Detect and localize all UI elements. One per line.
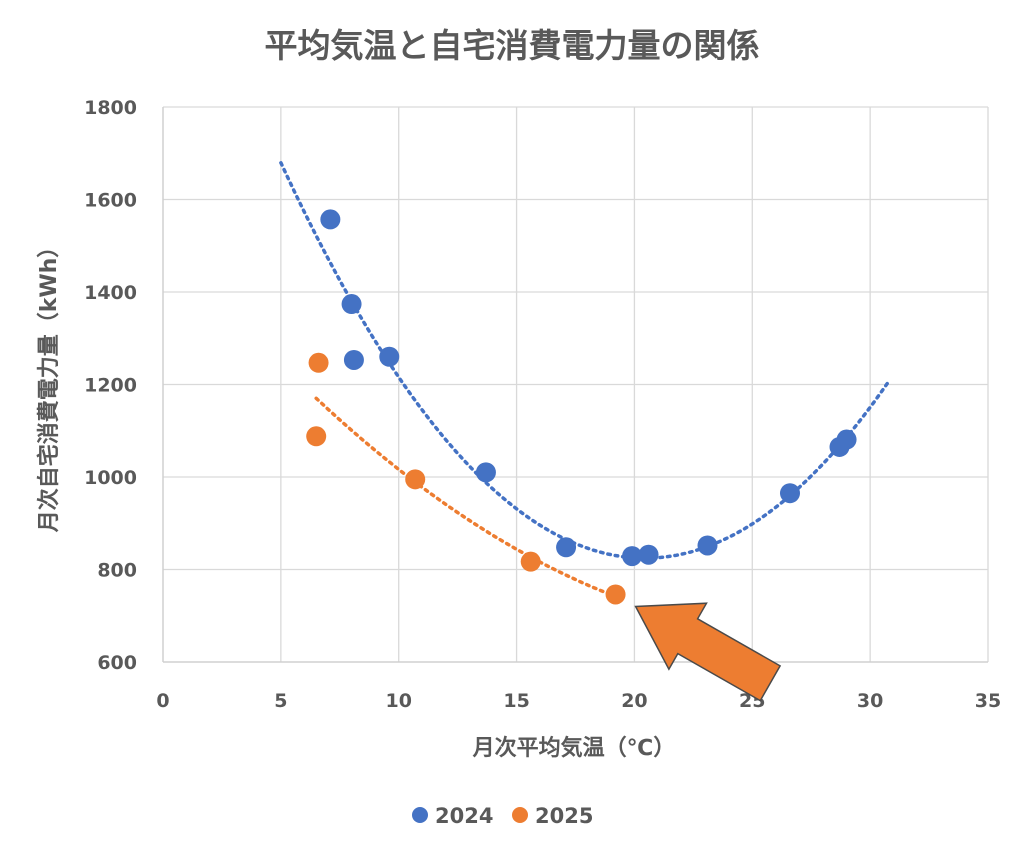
y-tick-label: 1600 [84,190,137,212]
y-tick-label: 1400 [84,282,137,304]
legend: 2024 2025 [412,804,593,828]
y-tick-label: 1800 [84,97,137,119]
annotation [634,602,782,702]
data-point-2025 [405,469,426,490]
data-points [306,209,857,605]
legend-label-2024: 2024 [435,804,493,828]
legend-marker-2024 [412,807,428,823]
x-tick-label: 0 [156,690,169,712]
grid-lines [163,106,989,662]
data-point-2025 [605,584,626,605]
data-point-2025 [308,352,329,373]
data-point-2024 [638,544,659,565]
x-tick-label: 35 [975,690,1001,712]
arrow-annotation [634,602,782,702]
data-point-2024 [697,535,718,556]
data-point-2024 [343,349,364,370]
x-tick-label: 30 [857,690,883,712]
data-point-2024 [320,209,341,230]
data-point-2024 [836,429,857,450]
y-tick-label: 600 [97,652,137,674]
x-axis-label: 月次平均気温（℃） [472,735,676,761]
data-point-2024 [556,537,577,558]
chart-title: 平均気温と自宅消費電力量の関係 [265,26,760,65]
data-point-2024 [622,546,643,567]
data-point-2025 [306,426,327,447]
x-tick-label: 10 [385,690,411,712]
y-tick-label: 800 [97,560,137,582]
legend-label-2025: 2025 [535,804,593,828]
y-tick-label: 1200 [84,375,137,397]
y-tick-label: 1000 [84,467,137,489]
data-point-2025 [520,551,541,572]
data-point-2024 [780,483,800,504]
trendline-2025 [314,396,618,599]
data-point-2024 [379,346,400,367]
legend-marker-2025 [512,807,528,823]
x-tick-label: 20 [621,690,647,712]
data-point-2024 [341,294,362,315]
trendlines [279,161,891,599]
x-tick-label: 5 [274,690,287,712]
data-point-2024 [475,462,496,483]
x-tick-label: 15 [503,690,529,712]
y-axis-label: 月次自宅消費電力量（kWh） [36,236,62,534]
